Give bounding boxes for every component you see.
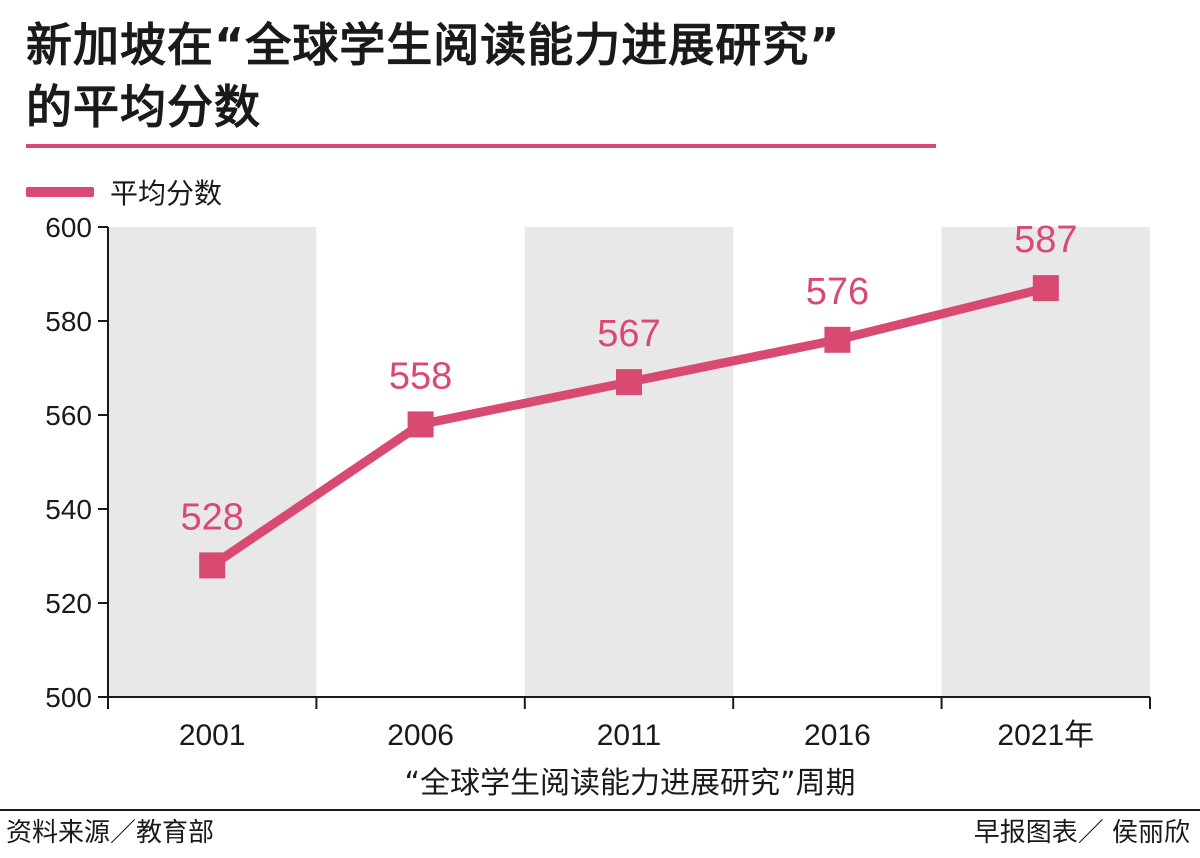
data-label: 528 xyxy=(180,496,243,538)
x-tick-label: 2016 xyxy=(804,719,871,752)
legend-label: 平均分数 xyxy=(110,177,223,210)
data-label: 576 xyxy=(806,271,869,313)
data-point-marker xyxy=(824,326,851,353)
y-tick-label: 540 xyxy=(45,494,92,525)
footer-divider xyxy=(0,809,1200,811)
y-tick-label: 500 xyxy=(45,682,92,713)
x-tick-label: 2001 xyxy=(179,719,246,752)
data-label: 567 xyxy=(597,313,660,355)
data-point-marker xyxy=(407,411,434,438)
legend-swatch xyxy=(26,187,94,197)
y-tick-label: 600 xyxy=(45,212,92,243)
title-underline xyxy=(26,144,936,148)
y-tick-label: 580 xyxy=(45,306,92,337)
data-label: 558 xyxy=(389,355,452,397)
data-point-marker xyxy=(616,369,642,396)
legend: 平均分数 xyxy=(26,172,222,212)
x-axis-title: “全球学生阅读能力进展研究”周期 xyxy=(404,766,855,800)
chart-title: 新加坡在“全球学生阅读能力进展研究” 的平均分数 xyxy=(26,14,840,138)
line-chart: 500 520 540 560 580 600 2001 2006 2011 2016 2021年 “… xyxy=(45,212,1151,800)
source-note: 资料来源／教育部 xyxy=(6,818,215,848)
data-label: 587 xyxy=(1014,219,1077,261)
x-tick-label: 2006 xyxy=(387,719,454,752)
credit-note: 早报图表／ 侯丽欣 xyxy=(973,818,1190,848)
chart-title-line-1: 新加坡在“全球学生阅读能力进展研究” xyxy=(26,18,841,72)
chart-title-line-2: 的平均分数 xyxy=(26,80,261,134)
y-tick-label: 560 xyxy=(45,400,92,431)
y-tick-label: 520 xyxy=(45,588,92,619)
background-band xyxy=(108,227,317,697)
x-tick-label: 2021年 xyxy=(997,719,1094,752)
background-band xyxy=(524,227,734,697)
data-point-marker xyxy=(1032,275,1059,302)
x-tick-label: 2011 xyxy=(597,719,662,752)
data-point-marker xyxy=(199,552,226,579)
